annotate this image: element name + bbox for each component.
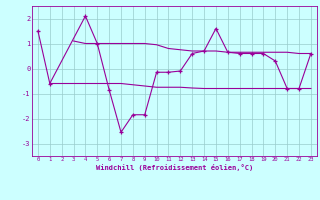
X-axis label: Windchill (Refroidissement éolien,°C): Windchill (Refroidissement éolien,°C) — [96, 164, 253, 171]
